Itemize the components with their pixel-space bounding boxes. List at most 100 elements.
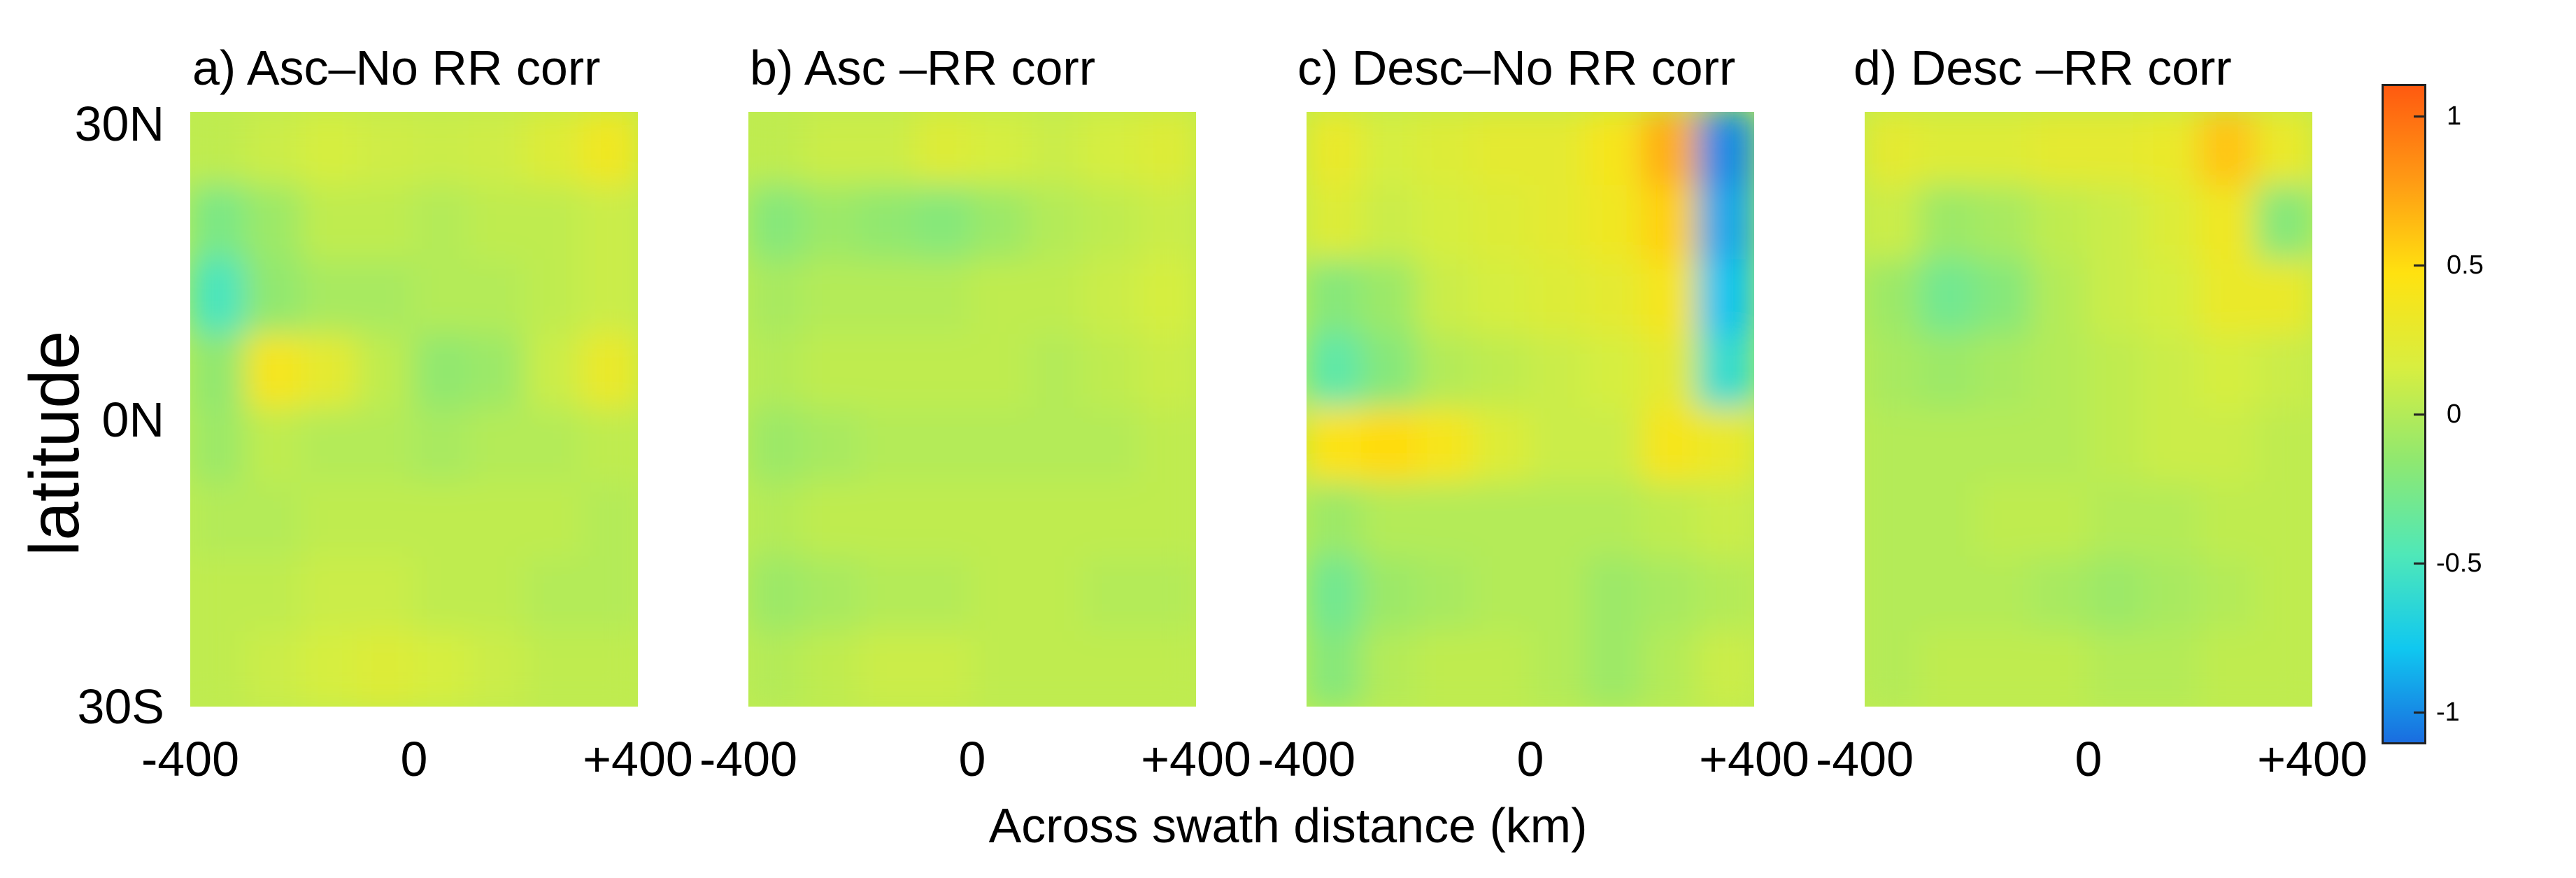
heatmap-cell <box>1585 259 1644 337</box>
heatmap-cell <box>2255 408 2312 486</box>
heatmap-cell <box>357 482 415 560</box>
heatmap-cell <box>803 259 862 337</box>
heatmap-cell <box>357 408 415 486</box>
heatmap-cell <box>1529 408 1588 486</box>
heatmap-cell <box>2199 630 2258 707</box>
heatmap-cell <box>2031 112 2090 188</box>
heatmap-cell <box>1529 630 1588 707</box>
heatmap-cell <box>971 408 1030 486</box>
heatmap-cell <box>469 259 527 337</box>
colorbar-tick-label: 0.5 <box>2447 250 2484 280</box>
heatmap-cell <box>2087 556 2146 634</box>
heatmap-cell <box>2199 482 2258 560</box>
heatmap-cell <box>748 185 806 262</box>
heatmap-cell <box>2143 112 2202 188</box>
heatmap-cell <box>1865 482 1922 560</box>
heatmap-cell <box>803 482 862 560</box>
panel-title: d) Desc –RR corr <box>1853 41 2232 95</box>
heatmap-cell <box>1417 556 1476 634</box>
colorbar-tick-mark <box>2414 264 2424 267</box>
heatmap-cell <box>1473 259 1532 337</box>
heatmap-panel <box>1307 112 1754 707</box>
heatmap-cell <box>1975 185 2034 262</box>
heatmap-cell <box>1975 333 2034 411</box>
x-tick-label: -400 <box>699 732 798 786</box>
heatmap-cell <box>1919 112 1978 188</box>
heatmap-cell <box>1473 630 1532 707</box>
heatmap-cell <box>2087 408 2146 486</box>
heatmap-cell <box>2199 408 2258 486</box>
heatmap-cell <box>1473 185 1532 262</box>
heatmap-cell <box>1865 408 1922 486</box>
heatmap-cell <box>1307 408 1364 486</box>
x-tick-label: 0 <box>958 732 986 786</box>
heatmap-cell <box>1529 112 1588 188</box>
heatmap-cell <box>1139 630 1196 707</box>
heatmap-cell <box>301 112 360 188</box>
heatmap-cell <box>357 556 415 634</box>
heatmap-cell <box>245 333 304 411</box>
heatmap-cell <box>469 482 527 560</box>
heatmap-cell <box>2031 408 2090 486</box>
heatmap-cell <box>1585 482 1644 560</box>
heatmap-cell <box>803 408 862 486</box>
heatmap-cell <box>525 333 583 411</box>
heatmap-cell <box>1083 482 1141 560</box>
heatmap-cell <box>245 185 304 262</box>
heatmap-cell <box>915 259 974 337</box>
x-tick-label: +400 <box>583 732 693 786</box>
heatmap-cell <box>1417 259 1476 337</box>
heatmap-cell <box>971 630 1030 707</box>
heatmap-cell <box>581 259 638 337</box>
heatmap-cell <box>748 408 806 486</box>
heatmap-cell <box>2199 112 2258 188</box>
heatmap-cell <box>1361 408 1420 486</box>
heatmap-cell <box>525 112 583 188</box>
heatmap-cell <box>1361 259 1420 337</box>
heatmap-cell <box>1083 333 1141 411</box>
heatmap-cell <box>971 556 1030 634</box>
panel-title: a) Asc–No RR corr <box>192 41 601 95</box>
heatmap-cell <box>748 630 806 707</box>
heatmap-cell <box>581 333 638 411</box>
heatmap-cell <box>2143 259 2202 337</box>
heatmap-cell <box>190 630 248 707</box>
heatmap-cell <box>1641 482 1700 560</box>
heatmap-cell <box>1975 556 2034 634</box>
heatmap-cell <box>1641 259 1700 337</box>
heatmap-cell <box>915 482 974 560</box>
heatmap-cell <box>1473 408 1532 486</box>
heatmap-cell <box>1361 112 1420 188</box>
heatmap-cell <box>301 556 360 634</box>
y-tick-label-middle: 0N <box>101 392 164 447</box>
heatmap-cell <box>1975 408 2034 486</box>
colorbar-tick-label: -1 <box>2436 698 2460 728</box>
heatmap-cell <box>1307 482 1364 560</box>
heatmap-cell <box>2031 259 2090 337</box>
heatmap-cell <box>581 112 638 188</box>
heatmap-cell <box>1027 185 1086 262</box>
x-tick-label: 0 <box>1516 732 1544 786</box>
x-tick-label: -400 <box>141 732 240 786</box>
heatmap-cell <box>1697 482 1754 560</box>
heatmap-cell <box>748 482 806 560</box>
heatmap-cell <box>1585 408 1644 486</box>
heatmap-cell <box>525 556 583 634</box>
heatmap-cell <box>1975 482 2034 560</box>
heatmap-cell <box>1417 185 1476 262</box>
heatmap-cell <box>915 185 974 262</box>
heatmap-cell <box>357 630 415 707</box>
heatmap-cell <box>1865 630 1922 707</box>
heatmap-cell <box>245 482 304 560</box>
heatmap-cell <box>1027 112 1086 188</box>
heatmap-cell <box>803 556 862 634</box>
y-tick-label-top: 30N <box>74 97 164 151</box>
heatmap-cell <box>190 408 248 486</box>
heatmap-cell <box>1027 630 1086 707</box>
heatmap-cell <box>245 259 304 337</box>
heatmap-cell <box>1027 482 1086 560</box>
x-axis-label: Across swath distance (km) <box>988 798 1588 853</box>
heatmap-cell <box>190 112 248 188</box>
colorbar-tick-label: 0 <box>2447 399 2462 429</box>
x-tick-label: -400 <box>1257 732 1356 786</box>
